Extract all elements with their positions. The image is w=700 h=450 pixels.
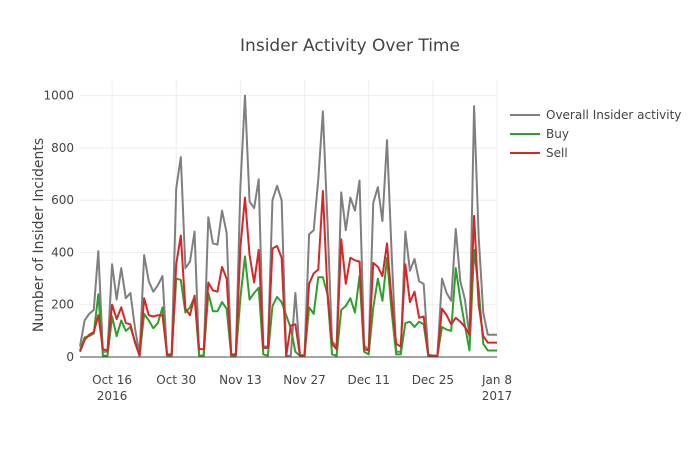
x-tick-label: Dec 25 [412,373,454,387]
legend-item-1[interactable]: Buy [510,127,569,141]
y-tick-label: 600 [51,193,74,207]
legend-label: Sell [546,146,568,160]
legend-label: Overall Insider activity [546,108,681,122]
x-tick-label: Nov 27 [283,373,326,387]
y-axis-label: Number of Insider Incidents [31,138,47,332]
x-tick-sublabel: 2016 [97,389,128,403]
y-tick-label: 200 [51,298,74,312]
y-tick-label: 400 [51,245,74,259]
x-tick-label: Nov 13 [219,373,262,387]
chart-title: Insider Activity Over Time [240,36,460,56]
x-tick-label: Jan 8 [481,373,512,387]
legend[interactable]: Overall Insider activity Buy Sell [510,108,681,160]
legend-label: Buy [546,127,569,141]
series-line-2 [79,190,497,357]
series-layer [79,94,497,357]
legend-item-2[interactable]: Sell [510,146,568,160]
x-tick-label: Dec 11 [348,373,390,387]
x-tick-sublabel: 2017 [482,389,513,403]
y-tick-label: 1000 [43,89,74,103]
y-tick-label: 800 [51,141,74,155]
legend-item-0[interactable]: Overall Insider activity [510,108,681,122]
y-tick-label: 0 [66,350,74,364]
grid-layer [80,80,498,358]
x-tick-label: Oct 16 [92,373,132,387]
axis-layer: 0 200 400 600 800 1000 Oct 16 2016 Oct 30 Nov 13 N… [43,89,512,403]
x-tick-label: Oct 30 [156,373,196,387]
